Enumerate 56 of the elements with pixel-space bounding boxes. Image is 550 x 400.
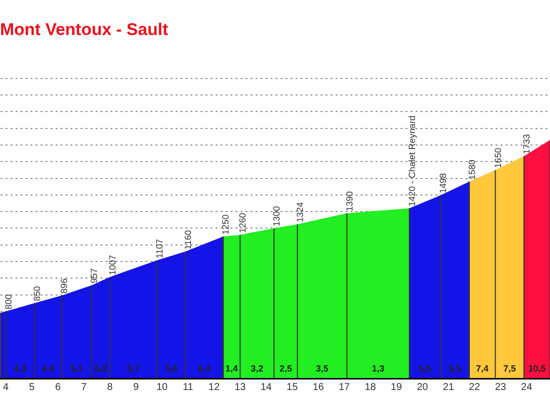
x-tick-label: 15 bbox=[286, 382, 298, 393]
x-tick-label: 21 bbox=[442, 382, 454, 393]
annotation: 6,4 bbox=[198, 363, 211, 374]
x-tick-label: 16 bbox=[312, 382, 324, 393]
x-tick-label: 4 bbox=[3, 382, 9, 393]
data-label: 1107 bbox=[154, 238, 164, 258]
x-tick-label: 10 bbox=[156, 382, 168, 393]
x-tick-label: 13 bbox=[234, 382, 246, 393]
annotation: 5,7 bbox=[127, 363, 140, 374]
data-label: 1007 bbox=[107, 254, 118, 275]
data-label: 1580 bbox=[466, 160, 477, 180]
data-label: 1160 bbox=[182, 230, 193, 250]
data-label: 1498 bbox=[438, 173, 448, 194]
annotation: 6,2 bbox=[94, 363, 108, 374]
annotation: 3,5 bbox=[316, 363, 328, 374]
annotation: 4,3 bbox=[14, 363, 26, 374]
data-label: 1324 bbox=[294, 202, 305, 222]
annotation: 5,5 bbox=[418, 363, 432, 374]
x-tick-label: 18 bbox=[364, 382, 376, 393]
annotation: 1,3 bbox=[372, 363, 384, 374]
x-tick-label: 20 bbox=[416, 382, 428, 393]
data-label: 1390 bbox=[344, 191, 354, 212]
data-label: 1650 bbox=[492, 148, 503, 168]
annotation: 3,2 bbox=[250, 363, 264, 374]
annotation: 1,4 bbox=[225, 363, 238, 374]
data-label: 957 bbox=[89, 268, 100, 284]
data-label: 800 bbox=[3, 294, 14, 310]
data-label: 1250 bbox=[220, 214, 231, 235]
x-tick-label: 6 bbox=[55, 382, 62, 393]
chart-title: Mont Ventoux - Sault bbox=[0, 20, 168, 39]
x-tick-label: 11 bbox=[182, 382, 194, 393]
x-tick-label: 8 bbox=[107, 382, 114, 393]
data-label: 1733 bbox=[521, 134, 532, 154]
data-label: 896 bbox=[59, 278, 70, 294]
annotation: 4,4 bbox=[42, 363, 54, 374]
annotation: 5,6 bbox=[164, 363, 178, 374]
x-tick-label: 24 bbox=[521, 382, 533, 393]
x-tick-label: 19 bbox=[390, 382, 402, 393]
annotation: 7,5 bbox=[503, 363, 516, 374]
x-tick-label: 12 bbox=[208, 382, 220, 393]
x-tick-label: 14 bbox=[260, 382, 272, 393]
data-label: 1300 bbox=[271, 206, 282, 226]
x-tick-label: 7 bbox=[81, 382, 88, 393]
x-tick-label: 9 bbox=[133, 382, 140, 393]
annotation: 10,5 bbox=[528, 363, 546, 374]
annotation: 5,5 bbox=[448, 363, 462, 374]
data-label: 850 bbox=[32, 286, 42, 302]
data-label: 1420 - Chalet Reynard bbox=[406, 116, 417, 206]
annotation: 5,1 bbox=[70, 363, 83, 374]
data-label: 1260 bbox=[238, 212, 248, 233]
annotation: 2,5 bbox=[279, 363, 292, 374]
x-tick-label: 22 bbox=[468, 382, 480, 393]
annotation: 7,4 bbox=[476, 363, 489, 374]
x-tick-label: 23 bbox=[494, 382, 507, 393]
x-tick-label: 5 bbox=[29, 382, 36, 393]
x-tick-label: 17 bbox=[338, 382, 350, 393]
